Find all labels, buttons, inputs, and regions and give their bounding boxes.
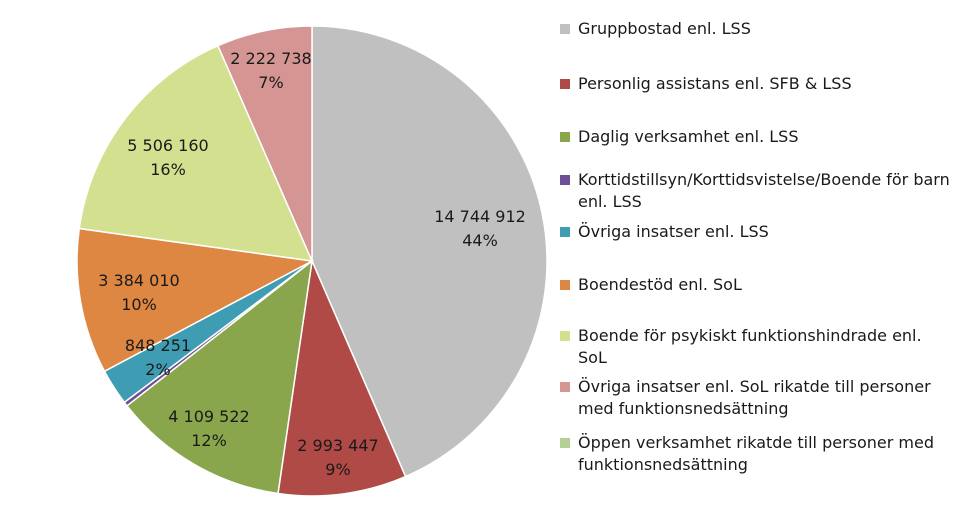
pie-slice xyxy=(76,227,315,373)
slice-value-label: 2 993 447 xyxy=(297,436,378,455)
legend-item-oppen-verksamhet: Öppen verksamhet rikatde till personer m… xyxy=(560,432,950,478)
legend-label: Övriga insatser enl. LSS xyxy=(578,222,769,241)
legend-swatch xyxy=(560,438,570,448)
legend-item-korttidstillsyn: Korttidstillsyn/Korttidsvistelse/Boende … xyxy=(560,169,950,221)
legend-swatch xyxy=(560,24,570,34)
legend-label: Daglig verksamhet enl. LSS xyxy=(578,127,799,146)
slice-percent-label: 16% xyxy=(150,160,186,179)
pie-slices xyxy=(76,25,548,497)
legend-swatch xyxy=(560,79,570,89)
legend-label: Gruppbostad enl. LSS xyxy=(578,19,751,38)
slice-labels: 14 744 912 44% 2 993 447 9% 4 109 522 12% 848 … xyxy=(98,49,526,479)
legend-label: Övriga insatser enl. SoL rikatde till pe… xyxy=(578,377,931,418)
legend-item-ovriga-sol: Övriga insatser enl. SoL rikatde till pe… xyxy=(560,376,950,432)
slice-percent-label: 2% xyxy=(145,360,170,379)
legend-item-personlig-assistans: Personlig assistans enl. SFB & LSS xyxy=(560,73,950,126)
legend-item-boendestod: Boendestöd enl. SoL xyxy=(560,274,950,325)
slice-value-label: 2 222 738 xyxy=(230,49,311,68)
legend-swatch xyxy=(560,132,570,142)
slice-percent-label: 44% xyxy=(462,231,498,250)
legend-label: Boende för psykiskt funktionshindrade en… xyxy=(578,326,922,367)
slice-percent-label: 9% xyxy=(325,460,350,479)
slice-percent-label: 10% xyxy=(121,295,157,314)
slice-percent-label: 12% xyxy=(191,431,227,450)
legend-swatch xyxy=(560,227,570,237)
legend-item-ovriga-lss: Övriga insatser enl. LSS xyxy=(560,221,950,274)
legend-swatch xyxy=(560,331,570,341)
legend-swatch xyxy=(560,175,570,185)
legend-item-gruppbostad: Gruppbostad enl. LSS xyxy=(560,18,950,73)
legend-swatch xyxy=(560,280,570,290)
slice-percent-label: 7% xyxy=(258,73,283,92)
pie-slice xyxy=(125,259,314,495)
legend-item-boende-psykiskt: Boende för psykiskt funktionshindrade en… xyxy=(560,325,950,376)
slice-value-label: 5 506 160 xyxy=(127,136,208,155)
legend: Gruppbostad enl. LSS Personlig assistans… xyxy=(560,18,950,478)
slice-value-label: 4 109 522 xyxy=(168,407,249,426)
pie-slice xyxy=(311,25,548,478)
legend-item-daglig-verksamhet: Daglig verksamhet enl. LSS xyxy=(560,126,950,169)
legend-label: Boendestöd enl. SoL xyxy=(578,275,742,294)
pie-slice xyxy=(277,258,407,497)
pie-slice xyxy=(216,25,313,262)
legend-label: Personlig assistans enl. SFB & LSS xyxy=(578,74,852,93)
slice-value-label: 848 251 xyxy=(125,336,191,355)
slice-value-label: 14 744 912 xyxy=(434,207,526,226)
slice-value-label: 3 384 010 xyxy=(98,271,179,290)
legend-label: Öppen verksamhet rikatde till personer m… xyxy=(578,433,935,474)
legend-label: Korttidstillsyn/Korttidsvistelse/Boende … xyxy=(578,170,950,211)
legend-swatch xyxy=(560,382,570,392)
pie-slice xyxy=(78,44,314,262)
